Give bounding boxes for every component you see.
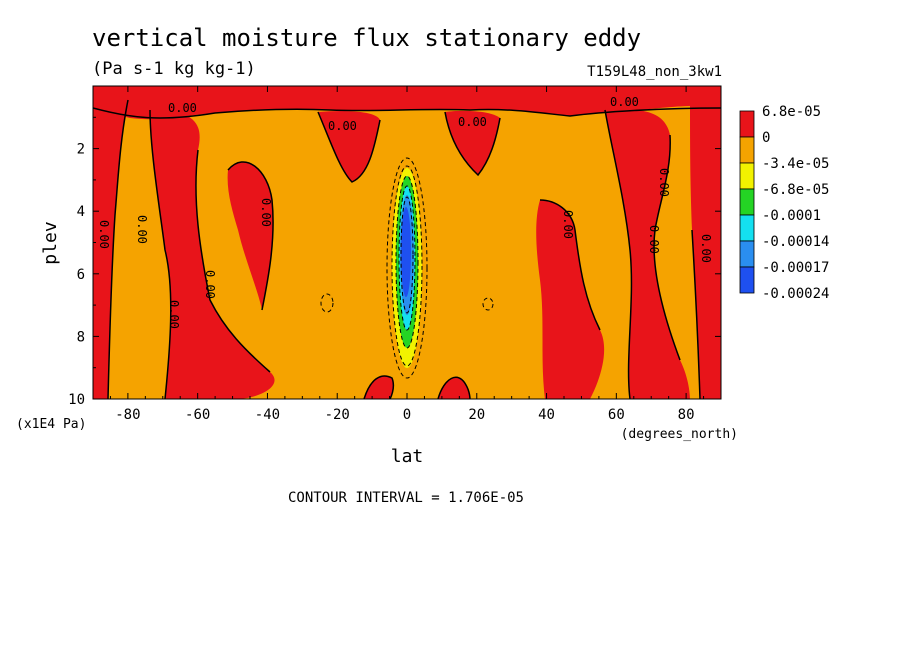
chart-title: vertical moisture flux stationary eddy <box>92 24 641 52</box>
legend-label: -0.0001 <box>762 208 821 224</box>
x-axis-title: lat <box>391 446 424 467</box>
legend-swatch <box>739 136 755 164</box>
legend-label: -3.4e-05 <box>762 156 829 172</box>
contour-label: 0.00 <box>699 234 713 263</box>
y-tick-label: 2 <box>77 142 85 158</box>
region-nh-lower-positive <box>438 377 470 399</box>
contour-field: 0.00 0.00 0.00 0.00 0.00 0.00 0.00 0.00 … <box>93 86 721 399</box>
region-nh-tropical-lobe <box>445 110 500 175</box>
region-top-positive <box>93 86 721 120</box>
run-label: T159L48_non_3kw1 <box>587 64 722 80</box>
contour-label: 0.00 <box>657 168 671 197</box>
contour-interval-text: CONTOUR INTERVAL = 1.706E-05 <box>288 490 524 506</box>
y-tick-label: 10 <box>68 392 85 408</box>
legend-label: -0.00014 <box>762 234 829 250</box>
y-axis-units: (x1E4 Pa) <box>16 417 86 432</box>
contour-label: 0.00 <box>135 215 149 244</box>
y-axis: 2 4 6 8 10 <box>68 116 721 408</box>
legend-label: -0.00024 <box>762 286 829 302</box>
contour-label: 0.00 <box>97 220 111 249</box>
legend-swatch <box>739 214 755 242</box>
contour-label: 0.00 <box>167 300 181 329</box>
region-south-pole-positive <box>93 86 128 399</box>
contour-label: 0.00 <box>328 119 357 133</box>
legend-swatch <box>739 162 755 190</box>
x-tick-label: 80 <box>678 407 695 423</box>
legend-label: -6.8e-05 <box>762 182 829 198</box>
region-sh-tropical-lobe <box>318 110 380 182</box>
legend-label: 6.8e-05 <box>762 104 821 120</box>
region-sh-midlat-positive <box>227 161 274 310</box>
legend-label: -0.00017 <box>762 260 829 276</box>
legend-swatch <box>739 110 755 138</box>
y-tick-label: 8 <box>77 329 85 345</box>
contour-label: 0.00 <box>458 115 487 129</box>
region-sh-lower-positive <box>364 376 394 399</box>
region-equator-core <box>401 207 411 297</box>
legend-label: 0 <box>762 130 770 146</box>
contour-label: 0.00 <box>168 101 197 115</box>
legend-swatch <box>739 188 755 216</box>
y-tick-label: 6 <box>77 267 85 283</box>
x-tick-label: -40 <box>255 407 280 423</box>
region-nh-subpolar-positive <box>605 109 690 399</box>
x-tick-label: 60 <box>608 407 625 423</box>
contour-label: 0.00 <box>259 198 273 227</box>
x-tick-label: 40 <box>538 407 555 423</box>
x-axis: -80 -60 -40 -20 0 20 40 60 80 <box>92 86 722 423</box>
y-axis-title: plev <box>40 221 61 264</box>
x-tick-label: 0 <box>403 407 411 423</box>
units-label: (Pa s-1 kg kg-1) <box>92 59 256 79</box>
color-legend: 6.8e-05 0 -3.4e-05 -6.8e-05 -0.0001 -0.00014 -… <box>739 104 829 302</box>
region-sh-subpolar-positive <box>150 110 275 399</box>
contour-label: 0.00 <box>610 95 639 109</box>
region-north-pole-positive <box>690 92 721 399</box>
legend-swatch <box>739 266 755 294</box>
dashed-contours <box>320 157 494 379</box>
region-nh-midlat-positive <box>536 200 605 399</box>
y-tick-label: 4 <box>77 204 85 220</box>
contour-label: 0.00 <box>561 210 575 239</box>
x-tick-label: 20 <box>468 407 485 423</box>
contour-labels: 0.00 0.00 0.00 0.00 0.00 0.00 0.00 0.00 … <box>97 95 713 329</box>
x-tick-label: -20 <box>325 407 350 423</box>
zero-contours <box>93 99 721 399</box>
contour-label: 0.00 <box>203 270 217 299</box>
x-tick-label: -60 <box>185 407 210 423</box>
contour-label: 0.00 <box>647 225 661 254</box>
x-axis-units: (degrees_north) <box>621 427 738 442</box>
x-tick-label: -80 <box>115 407 140 423</box>
legend-swatch <box>739 240 755 268</box>
